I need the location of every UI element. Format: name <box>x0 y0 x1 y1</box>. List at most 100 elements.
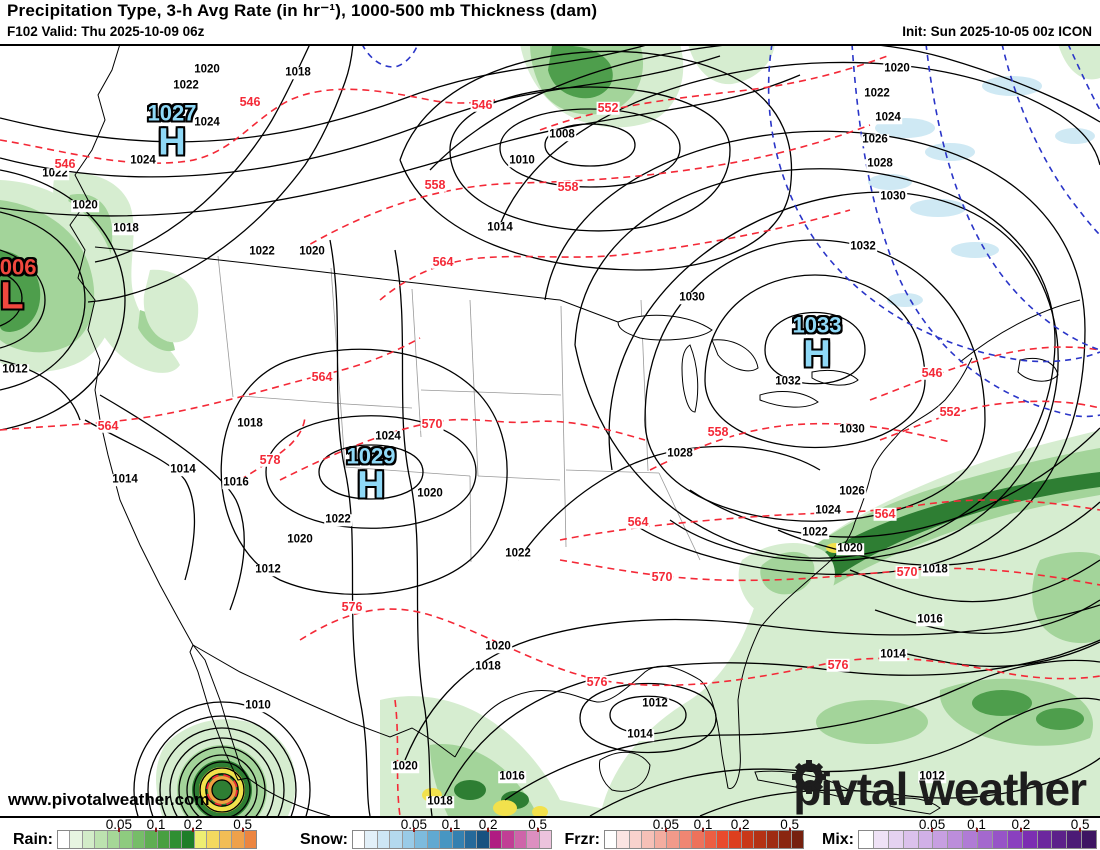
thickness-label: 558 <box>556 179 580 194</box>
pressure-label: 1022 <box>801 526 829 539</box>
legend-color-cell <box>888 831 904 848</box>
legend-color-cell <box>729 831 742 848</box>
legend-color-cell <box>642 831 655 848</box>
legend-group-mix: Mix: 0.05 0.1 0.2 0.5 <box>822 817 1097 850</box>
pressure-label: 1032 <box>849 240 877 253</box>
pressure-label: 1022 <box>504 547 532 560</box>
legend-color-cell <box>859 831 874 848</box>
legend-color-cell <box>377 831 391 848</box>
legend-color-cell <box>120 831 133 848</box>
legend-color-cell <box>629 831 643 848</box>
legend-color-cell <box>963 831 978 848</box>
pressure-label: 1012 <box>1 363 29 376</box>
legend-color-cell <box>918 831 934 848</box>
legend-tick-label: 0.2 <box>1011 817 1031 832</box>
legend-tick-mark <box>664 828 667 832</box>
high-pressure-marker: 1029 H <box>346 443 396 505</box>
thickness-cold-contours <box>362 46 1100 418</box>
legend-color-cell <box>873 831 889 848</box>
legend-color-scale <box>604 830 804 849</box>
legend-tick-mark <box>155 828 157 832</box>
legend-color-cell <box>1022 831 1038 848</box>
legend-color-cell <box>244 831 256 848</box>
legend-color-scale <box>352 830 552 849</box>
legend-group-rain: Rain: 0.05 0.1 0.2 0.5 <box>13 817 257 850</box>
legend-tick-label: 0.5 <box>1070 817 1090 832</box>
thickness-label: 552 <box>596 100 620 115</box>
pressure-label: 1014 <box>879 648 907 661</box>
legend-tick-label: 0.5 <box>233 817 253 832</box>
legend-tick-label: 0.2 <box>478 817 498 832</box>
legend-color-cell <box>194 831 208 848</box>
precip-rate-legend: Rain: 0.05 0.1 0.2 0.5 Snow: 0.05 0.1 0.2 0.5 Frzr… <box>0 817 1100 850</box>
pressure-label: 1010 <box>244 699 272 712</box>
thickness-warm-contours <box>0 54 1100 816</box>
pressure-label: 1022 <box>863 87 891 100</box>
pressure-label: 1020 <box>298 245 326 258</box>
legend-group-label: Mix: <box>822 831 854 848</box>
pressure-label: 1030 <box>838 423 866 436</box>
legend-color-cell <box>219 831 233 848</box>
legend-tick-mark <box>1079 828 1082 832</box>
pressure-label: 1014 <box>486 221 514 234</box>
legend-color-cell <box>390 831 403 848</box>
legend-color-cell <box>70 831 83 848</box>
thickness-label: 576 <box>340 599 364 614</box>
legend-tick-mark <box>1019 828 1022 832</box>
coastlines <box>69 46 1081 816</box>
legend-color-cell <box>514 831 528 848</box>
thickness-label: 564 <box>873 506 897 521</box>
legend-tick-label: 0.1 <box>967 817 986 832</box>
legend-tick-label: 0.1 <box>441 817 461 832</box>
legend-color-cell <box>654 831 668 848</box>
pressure-label: 1028 <box>666 447 694 460</box>
legend-color-scale <box>858 830 1097 849</box>
pressure-value: 1027 <box>147 100 197 126</box>
thickness-label: 570 <box>420 416 444 431</box>
pressure-label: 1018 <box>921 563 949 576</box>
legend-color-cell <box>679 831 693 848</box>
legend-tick-label: 0.2 <box>730 817 750 832</box>
thickness-label: 578 <box>258 452 282 467</box>
pressure-label: 1020 <box>416 487 444 500</box>
thickness-label: 546 <box>470 97 494 112</box>
header: Precipitation Type, 3-h Avg Rate (in hr⁻… <box>0 0 1100 44</box>
legend-color-cell <box>452 831 465 848</box>
pressure-label: 1020 <box>836 542 864 555</box>
legend-color-cell <box>1037 831 1053 848</box>
legend-color-cell <box>539 831 551 848</box>
legend-tick-mark <box>702 828 704 832</box>
pressure-label: 1018 <box>284 66 312 79</box>
legend-color-cell <box>440 831 453 848</box>
high-pressure-marker: 1027 H <box>147 100 197 162</box>
pressure-label: 1014 <box>111 473 139 486</box>
legend-color-cell <box>145 831 158 848</box>
high-pressure-marker: 1033 H <box>792 312 842 374</box>
thickness-label: 564 <box>626 514 650 529</box>
pressure-label: 1020 <box>286 533 314 546</box>
legend-tick-mark <box>931 828 934 832</box>
thickness-label: 564 <box>310 369 334 384</box>
legend-color-cell <box>489 831 503 848</box>
legend-color-cell <box>82 831 96 848</box>
pressure-label: 1012 <box>641 697 669 710</box>
legend-color-cell <box>415 831 428 848</box>
legend-tick-label: 0.05 <box>918 817 946 832</box>
pressure-label: 1014 <box>169 463 197 476</box>
legend-color-cell <box>502 831 515 848</box>
thickness-label: 564 <box>431 254 455 269</box>
pressure-value: 1033 <box>792 312 842 338</box>
legend-color-cell <box>107 831 121 848</box>
legend-color-cell <box>948 831 964 848</box>
legend-color-scale <box>57 830 257 849</box>
pressure-value: 1029 <box>346 443 396 469</box>
thickness-label: 570 <box>895 564 919 579</box>
thickness-label: 546 <box>53 156 77 171</box>
pressure-label: 1022 <box>324 513 352 526</box>
pressure-label: 1008 <box>548 128 576 141</box>
legend-tick-mark <box>487 828 490 832</box>
thickness-label: 576 <box>585 674 609 689</box>
pressure-label: 1014 <box>626 728 654 741</box>
pressure-label: 1028 <box>866 157 894 170</box>
legend-tick-mark <box>788 828 791 832</box>
